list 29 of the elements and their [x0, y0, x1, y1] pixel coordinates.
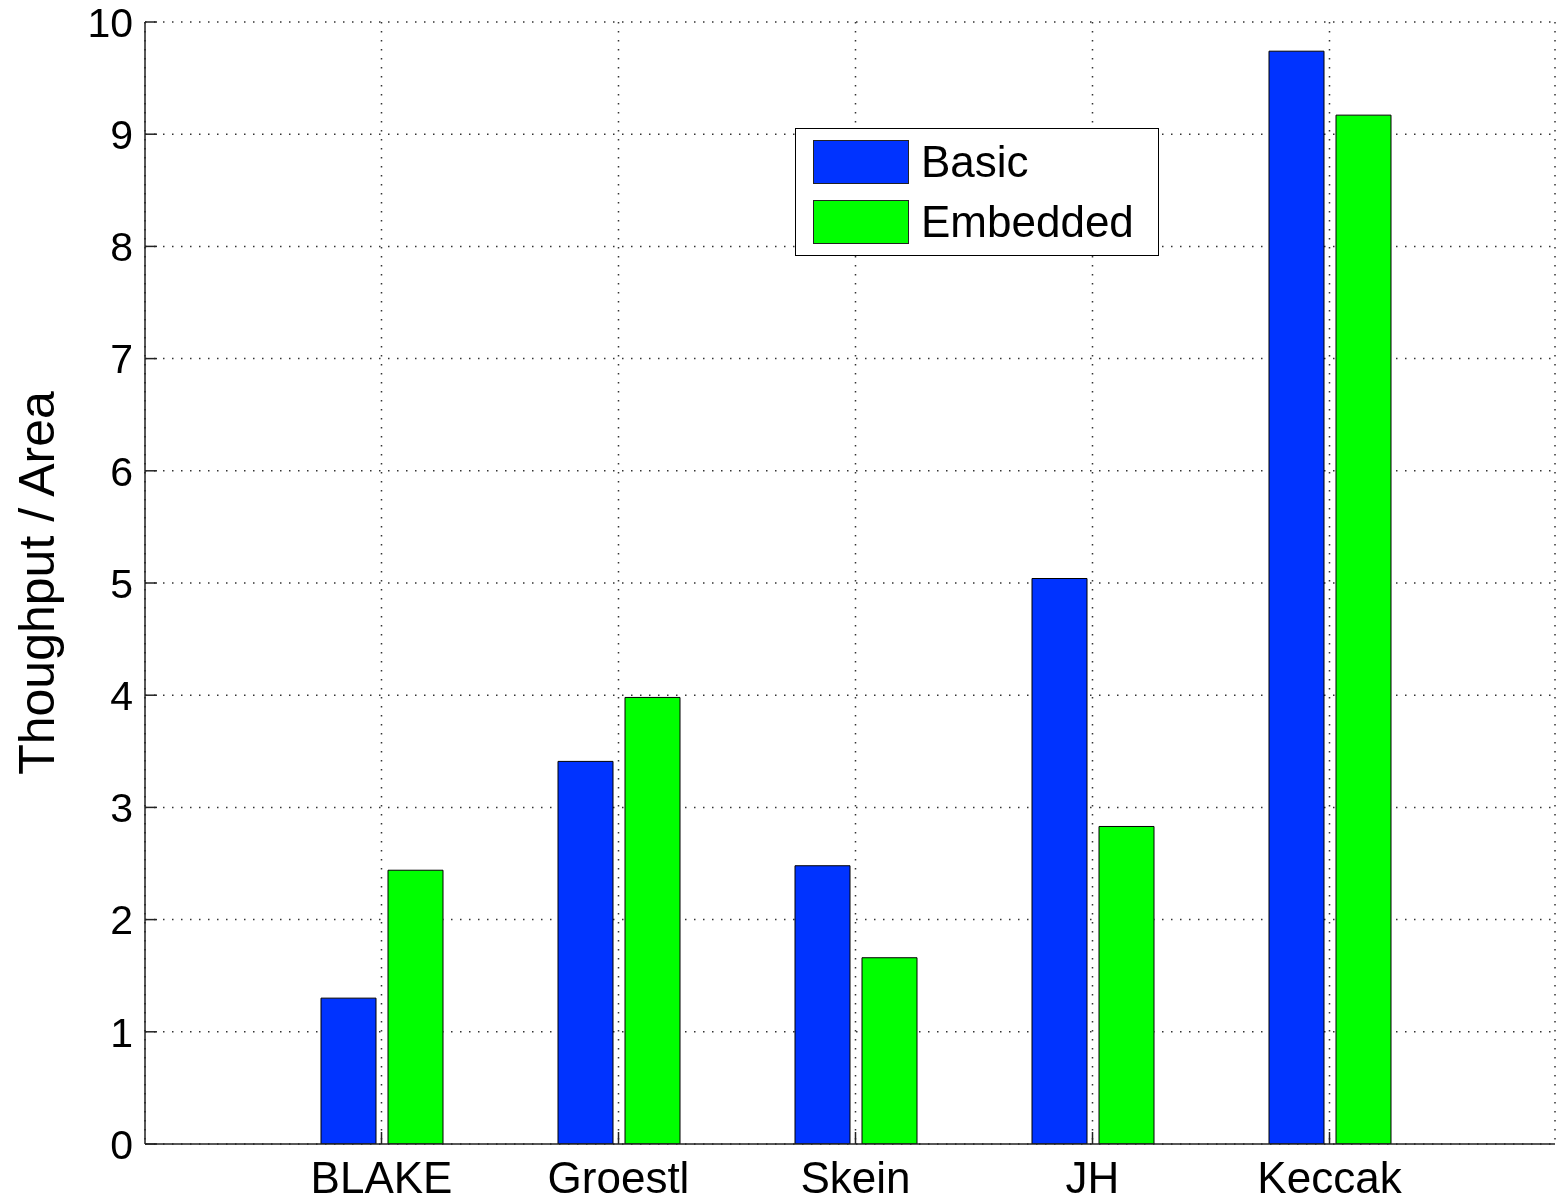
y-tick-label: 8	[110, 224, 133, 271]
y-tick-label: 3	[110, 785, 133, 832]
y-tick-label: 10	[87, 0, 133, 46]
x-tick-label: Skein	[800, 1153, 911, 1199]
y-tick-label: 4	[110, 672, 133, 719]
x-tick-label: Keccak	[1257, 1153, 1403, 1199]
bar	[320, 997, 377, 1144]
bar	[1335, 114, 1392, 1144]
y-tick-label: 6	[110, 448, 133, 495]
bar	[1268, 50, 1325, 1144]
bar	[1031, 578, 1088, 1144]
y-tick-label: 1	[110, 1009, 133, 1056]
legend-label: Basic	[921, 137, 1029, 186]
legend-label: Embedded	[921, 197, 1134, 246]
x-tick-label: Groestl	[547, 1153, 690, 1199]
y-tick-label: 5	[110, 560, 133, 607]
y-tick-label: 7	[110, 336, 133, 383]
y-tick-label: 0	[110, 1121, 133, 1168]
bar	[861, 957, 918, 1144]
y-axis-title: Thoughput / Area	[9, 391, 65, 775]
bar	[387, 869, 444, 1144]
bar	[557, 760, 614, 1144]
x-tick-label: JH	[1065, 1153, 1120, 1199]
y-tick-label: 9	[110, 111, 133, 158]
bar	[624, 696, 681, 1144]
x-tick-label: BLAKE	[310, 1153, 453, 1199]
bar	[1098, 825, 1155, 1144]
bar	[794, 865, 851, 1144]
y-tick-label: 2	[110, 897, 133, 944]
